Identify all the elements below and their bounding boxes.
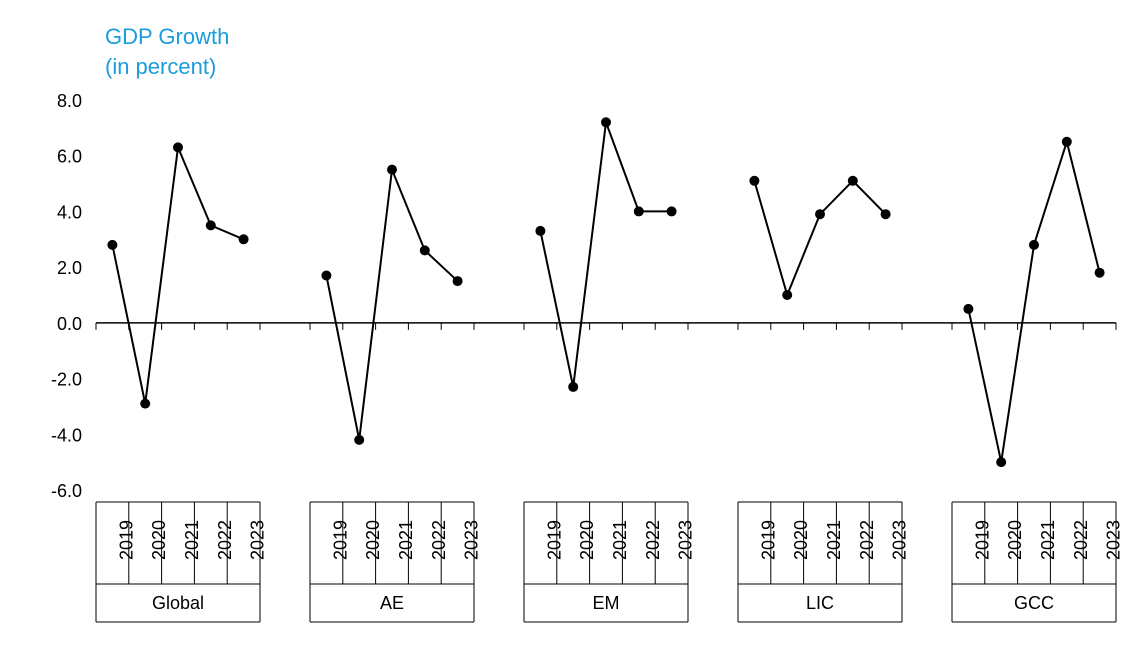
y-tick-label: 6.0 [57, 147, 82, 167]
data-point [601, 117, 611, 127]
data-point [996, 457, 1006, 467]
x-year-label: 2019 [758, 520, 778, 560]
data-point [420, 245, 430, 255]
y-tick-label: 4.0 [57, 202, 82, 222]
group-label: AE [380, 593, 404, 613]
data-point [173, 142, 183, 152]
series-line [968, 142, 1099, 462]
y-tick-label: 2.0 [57, 258, 82, 278]
x-year-label: 2023 [890, 520, 910, 560]
data-point [634, 206, 644, 216]
data-point [815, 209, 825, 219]
data-point [239, 234, 249, 244]
group-label: GCC [1014, 593, 1054, 613]
data-point [568, 382, 578, 392]
x-year-label: 2019 [972, 520, 992, 560]
x-year-label: 2019 [544, 520, 564, 560]
x-year-label: 2020 [363, 520, 383, 560]
data-point [749, 176, 759, 186]
x-year-label: 2023 [1104, 520, 1124, 560]
data-point [963, 304, 973, 314]
x-year-label: 2021 [182, 520, 202, 560]
data-point [107, 240, 117, 250]
series-line [540, 122, 671, 387]
data-point [354, 435, 364, 445]
data-point [453, 276, 463, 286]
group-label: LIC [806, 593, 834, 613]
data-point [1095, 268, 1105, 278]
chart-canvas: -6.0 -4.0 -2.0 0.0 2.0 4.0 6.0 8.0 2019 2020 2021 2… [0, 0, 1144, 660]
x-year-label: 2022 [857, 520, 877, 560]
x-year-label: 2020 [577, 520, 597, 560]
x-year-label: 2023 [676, 520, 696, 560]
x-year-label: 2022 [429, 520, 449, 560]
series-line [754, 181, 885, 295]
y-tick-label: 8.0 [57, 91, 82, 111]
x-year-label: 2022 [1071, 520, 1091, 560]
data-point [848, 176, 858, 186]
series-line [112, 147, 243, 403]
chart-title-line1: GDP Growth [105, 22, 229, 52]
data-point [321, 271, 331, 281]
data-point [535, 226, 545, 236]
chart-title: GDP Growth (in percent) [105, 22, 229, 82]
data-point [782, 290, 792, 300]
group-label: Global [152, 593, 204, 613]
x-year-label: 2020 [1005, 520, 1025, 560]
x-year-label: 2023 [248, 520, 268, 560]
x-year-label: 2021 [396, 520, 416, 560]
x-year-label: 2020 [791, 520, 811, 560]
x-year-label: 2022 [643, 520, 663, 560]
group-label: EM [593, 593, 620, 613]
y-tick-label: -6.0 [51, 481, 82, 501]
data-point [206, 220, 216, 230]
data-point [881, 209, 891, 219]
data-point [140, 399, 150, 409]
series-line [326, 170, 457, 440]
x-year-label: 2021 [1038, 520, 1058, 560]
y-tick-label: 0.0 [57, 314, 82, 334]
x-year-label: 2023 [462, 520, 482, 560]
x-year-label: 2019 [330, 520, 350, 560]
chart-title-line2: (in percent) [105, 52, 229, 82]
data-point [387, 165, 397, 175]
y-tick-label: -4.0 [51, 425, 82, 445]
x-year-label: 2022 [215, 520, 235, 560]
x-year-label: 2021 [824, 520, 844, 560]
x-year-label: 2020 [149, 520, 169, 560]
x-year-label: 2021 [610, 520, 630, 560]
y-tick-label: -2.0 [51, 370, 82, 390]
gdp-growth-chart: GDP Growth (in percent) -6.0 -4.0 -2.0 0.0 2… [0, 0, 1144, 660]
data-point [667, 206, 677, 216]
x-year-label: 2019 [116, 520, 136, 560]
data-point [1029, 240, 1039, 250]
data-point [1062, 137, 1072, 147]
